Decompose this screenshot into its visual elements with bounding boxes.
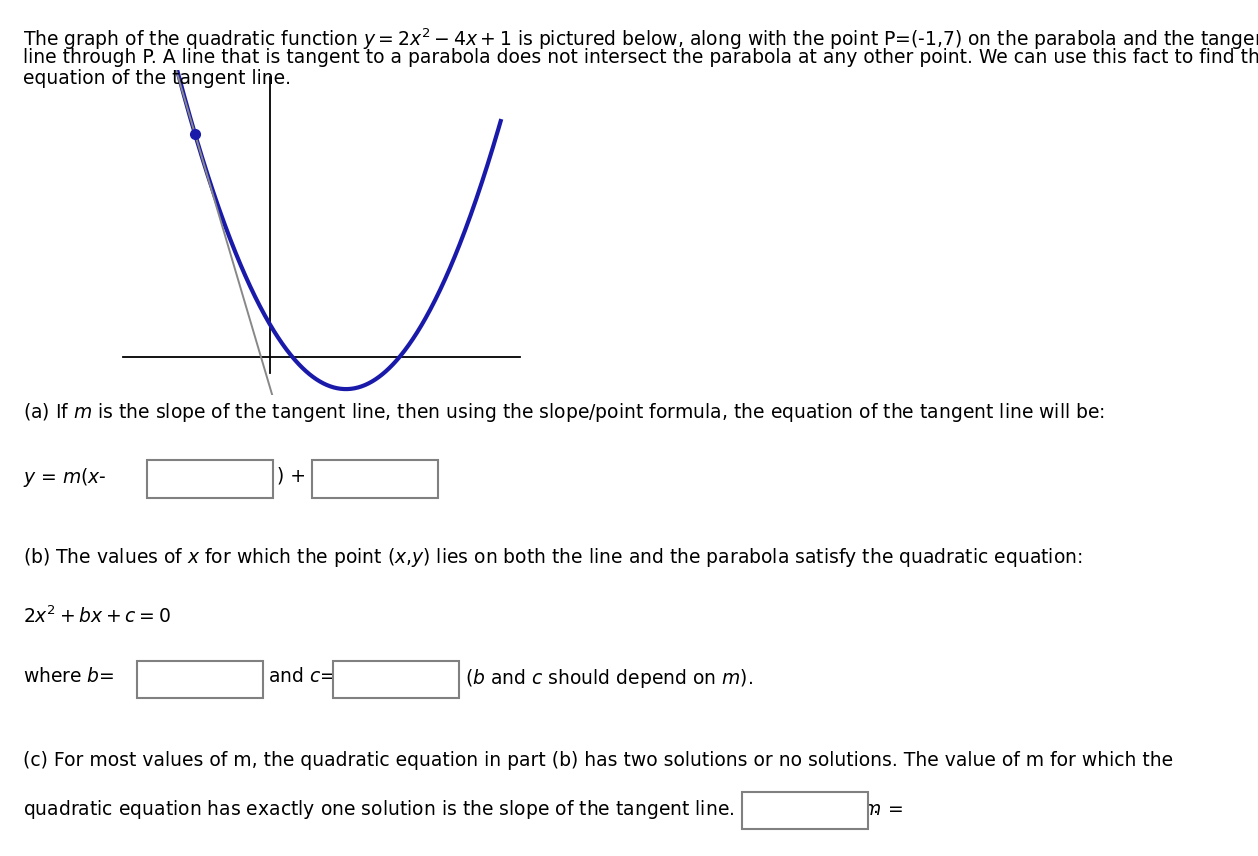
FancyBboxPatch shape xyxy=(333,661,459,698)
Text: where $b$=: where $b$= xyxy=(23,667,114,686)
Text: (b) The values of $x$ for which the point ($x$,$y$) lies on both the line and th: (b) The values of $x$ for which the poin… xyxy=(23,546,1082,568)
Text: quadratic equation has exactly one solution is the slope of the tangent line. Th: quadratic equation has exactly one solut… xyxy=(23,798,902,821)
FancyBboxPatch shape xyxy=(742,792,868,829)
Text: $y$ = $m$($x$-: $y$ = $m$($x$- xyxy=(23,467,106,490)
FancyBboxPatch shape xyxy=(147,461,273,497)
Text: ) +: ) + xyxy=(277,467,306,485)
Text: ($b$ and $c$ should depend on $m$).: ($b$ and $c$ should depend on $m$). xyxy=(465,667,754,690)
Text: The graph of the quadratic function $y = 2x^2 - 4x + 1$ is pictured below, along: The graph of the quadratic function $y =… xyxy=(23,27,1258,52)
Text: line through P. A line that is tangent to a parabola does not intersect the para: line through P. A line that is tangent t… xyxy=(23,48,1258,67)
Text: (c) For most values of m, the quadratic equation in part (b) has two solutions o: (c) For most values of m, the quadratic … xyxy=(23,751,1172,770)
Text: .: . xyxy=(873,798,879,817)
FancyBboxPatch shape xyxy=(312,461,438,497)
Text: (a) If $m$ is the slope of the tangent line, then using the slope/point formula,: (a) If $m$ is the slope of the tangent l… xyxy=(23,401,1105,424)
Text: equation of the tangent line.: equation of the tangent line. xyxy=(23,69,291,88)
FancyBboxPatch shape xyxy=(137,661,263,698)
Text: $2x^2 + bx + c = 0$: $2x^2 + bx + c = 0$ xyxy=(23,605,171,627)
Text: and $c$=: and $c$= xyxy=(268,667,335,686)
